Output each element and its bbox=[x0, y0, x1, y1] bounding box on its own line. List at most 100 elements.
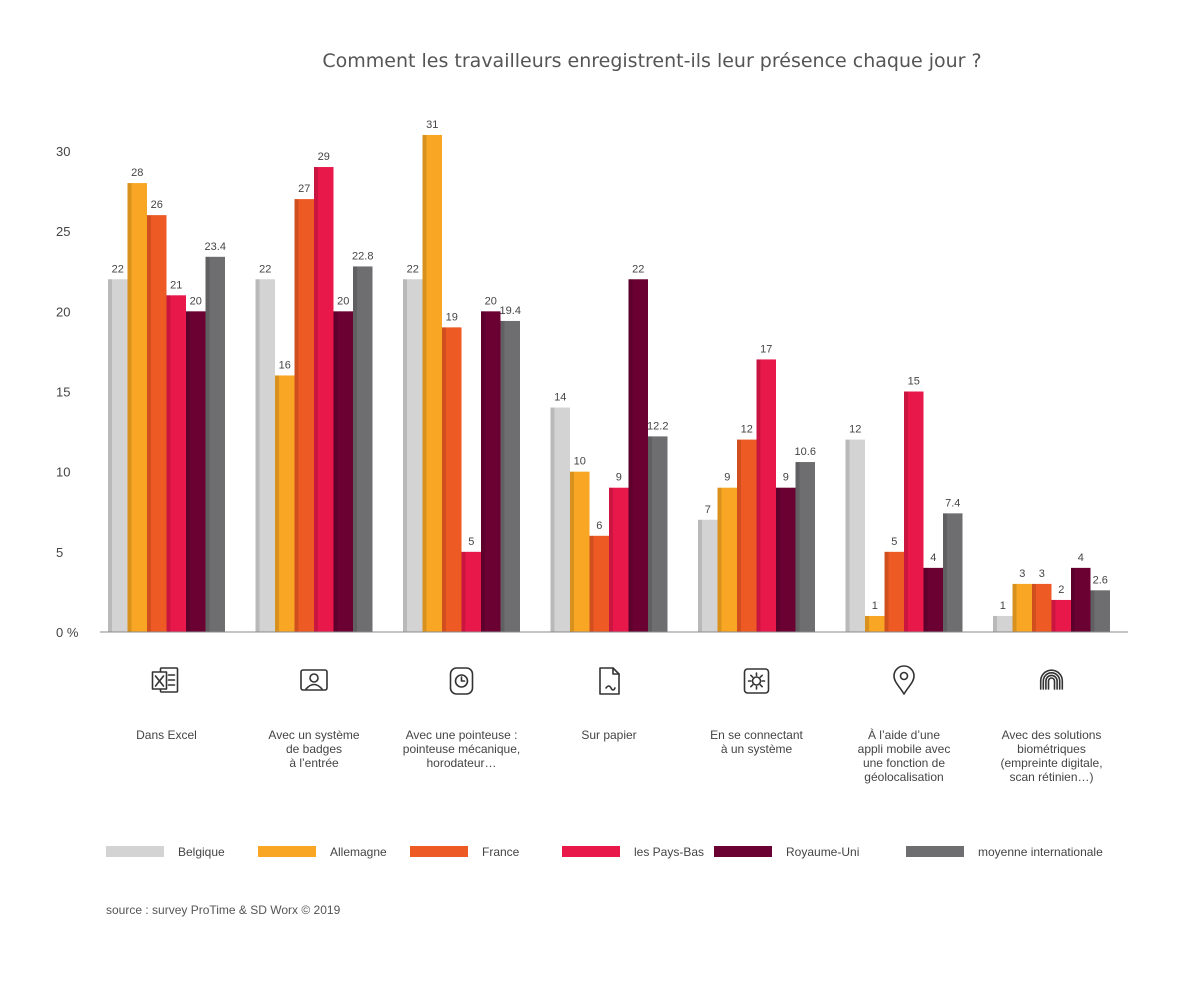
data-label: 6 bbox=[596, 520, 602, 532]
data-label: 20 bbox=[337, 295, 349, 307]
bar-edge-shade bbox=[1032, 583, 1036, 632]
bar bbox=[461, 551, 481, 632]
bar bbox=[943, 513, 963, 632]
category-label: À l’aide d’une bbox=[868, 727, 940, 742]
category-label: biométriques bbox=[1017, 742, 1086, 756]
bar bbox=[845, 439, 865, 632]
bar-edge-shade bbox=[776, 487, 780, 632]
bar bbox=[884, 551, 904, 632]
bar bbox=[1032, 583, 1052, 632]
source-note: source : survey ProTime & SD Worx © 2019 bbox=[106, 903, 341, 917]
y-tick-label: 20 bbox=[56, 304, 70, 319]
data-label: 2 bbox=[1058, 584, 1064, 596]
y-tick-label: 15 bbox=[56, 385, 70, 400]
data-label: 20 bbox=[485, 295, 497, 307]
data-label: 31 bbox=[426, 119, 438, 131]
bar-edge-shade bbox=[275, 375, 279, 632]
bar bbox=[403, 279, 423, 632]
bar-edge-shade bbox=[1071, 567, 1075, 632]
badge-icon bbox=[300, 669, 328, 691]
bar-edge-shade bbox=[403, 279, 407, 632]
data-label: 26 bbox=[151, 199, 163, 211]
data-label: 12 bbox=[741, 424, 753, 436]
bar bbox=[993, 615, 1013, 632]
bar-edge-shade bbox=[333, 311, 338, 632]
legend-entry: Royaume-Uni bbox=[714, 845, 859, 859]
data-label: 5 bbox=[891, 536, 897, 548]
bar-group: 22 28 26 21 20 23.4 bbox=[108, 167, 226, 633]
bar bbox=[570, 471, 590, 632]
bar-edge-shade bbox=[147, 215, 151, 632]
bar-edge-shade bbox=[609, 487, 613, 632]
legend-swatch bbox=[106, 846, 164, 857]
bar bbox=[275, 375, 295, 632]
bar-edge-shade bbox=[255, 279, 260, 632]
bar bbox=[717, 487, 737, 632]
category-label: à un système bbox=[721, 742, 793, 756]
data-label: 3 bbox=[1039, 568, 1045, 580]
bar bbox=[698, 519, 718, 632]
category-label: Avec des solutions bbox=[1002, 728, 1102, 742]
data-label: 17 bbox=[760, 343, 772, 355]
bar-edge-shade bbox=[717, 487, 722, 632]
bar-edge-shade bbox=[904, 391, 908, 632]
fingerprint-icon bbox=[1039, 669, 1064, 690]
bar-group: 22 16 27 29 20 22.8 bbox=[255, 151, 373, 633]
bar-edge-shade bbox=[422, 134, 427, 632]
legend-label: les Pays-Bas bbox=[634, 845, 704, 859]
bar-edge-shade bbox=[353, 266, 357, 632]
category-label: Dans Excel bbox=[136, 728, 197, 742]
data-label: 14 bbox=[554, 392, 566, 404]
bar-edge-shade bbox=[205, 256, 210, 632]
category-label: scan rétinien…) bbox=[1009, 770, 1093, 784]
category-label: En se connectant bbox=[710, 728, 803, 742]
data-label: 10 bbox=[574, 456, 586, 468]
category-label: (empreinte digitale, bbox=[1000, 756, 1102, 770]
legend-label: Belgique bbox=[178, 845, 225, 859]
bar bbox=[294, 199, 314, 632]
bar bbox=[609, 487, 629, 632]
data-label: 22 bbox=[407, 263, 419, 275]
y-axis: 0 % 5 10 15 20 25 30 bbox=[56, 144, 79, 640]
bar-edge-shade bbox=[943, 513, 947, 632]
bar-group: 1 3 3 2 4 2.6 bbox=[993, 552, 1110, 632]
bar bbox=[108, 279, 128, 632]
bar-edge-shade bbox=[884, 551, 889, 632]
bar-group: 22 31 19 5 2019.4 bbox=[403, 119, 521, 632]
data-label: 21 bbox=[170, 279, 182, 291]
bar bbox=[923, 567, 943, 632]
legend-entry: les Pays-Bas bbox=[562, 845, 704, 859]
legend-swatch bbox=[906, 846, 964, 857]
bar bbox=[904, 391, 924, 632]
legend-entry: Belgique bbox=[106, 845, 225, 859]
legend: Belgique Allemagne France les Pays-Bas Royau… bbox=[106, 845, 1103, 859]
y-tick-label: 30 bbox=[56, 144, 70, 159]
bar bbox=[422, 134, 442, 632]
data-label: 2.6 bbox=[1093, 574, 1108, 586]
bar-edge-shade bbox=[628, 279, 633, 632]
data-label: 16 bbox=[279, 359, 291, 371]
data-label: 5 bbox=[468, 536, 474, 548]
category-label: Avec une pointeuse : bbox=[406, 728, 518, 742]
bar-edge-shade bbox=[166, 295, 171, 632]
bar-group: 14 10 6 9 22 12.2 bbox=[550, 263, 668, 632]
bar bbox=[628, 279, 648, 632]
bar-edge-shade bbox=[865, 615, 869, 632]
data-label: 29 bbox=[318, 151, 330, 163]
legend-swatch bbox=[562, 846, 620, 857]
bars-group: 222826212023.4221627292022.822311952019.… bbox=[108, 119, 1110, 633]
bar bbox=[550, 407, 570, 632]
bar bbox=[442, 327, 462, 632]
bar bbox=[776, 487, 796, 632]
bar bbox=[1012, 583, 1032, 632]
legend-label: France bbox=[482, 845, 520, 859]
bar bbox=[147, 215, 167, 632]
bar-edge-shade bbox=[648, 436, 652, 632]
bar bbox=[166, 295, 186, 632]
bar bbox=[1051, 599, 1071, 632]
bar-edge-shade bbox=[1090, 590, 1095, 632]
bar-edge-shade bbox=[923, 567, 928, 632]
data-label: 22 bbox=[259, 263, 271, 275]
bar bbox=[205, 256, 225, 632]
